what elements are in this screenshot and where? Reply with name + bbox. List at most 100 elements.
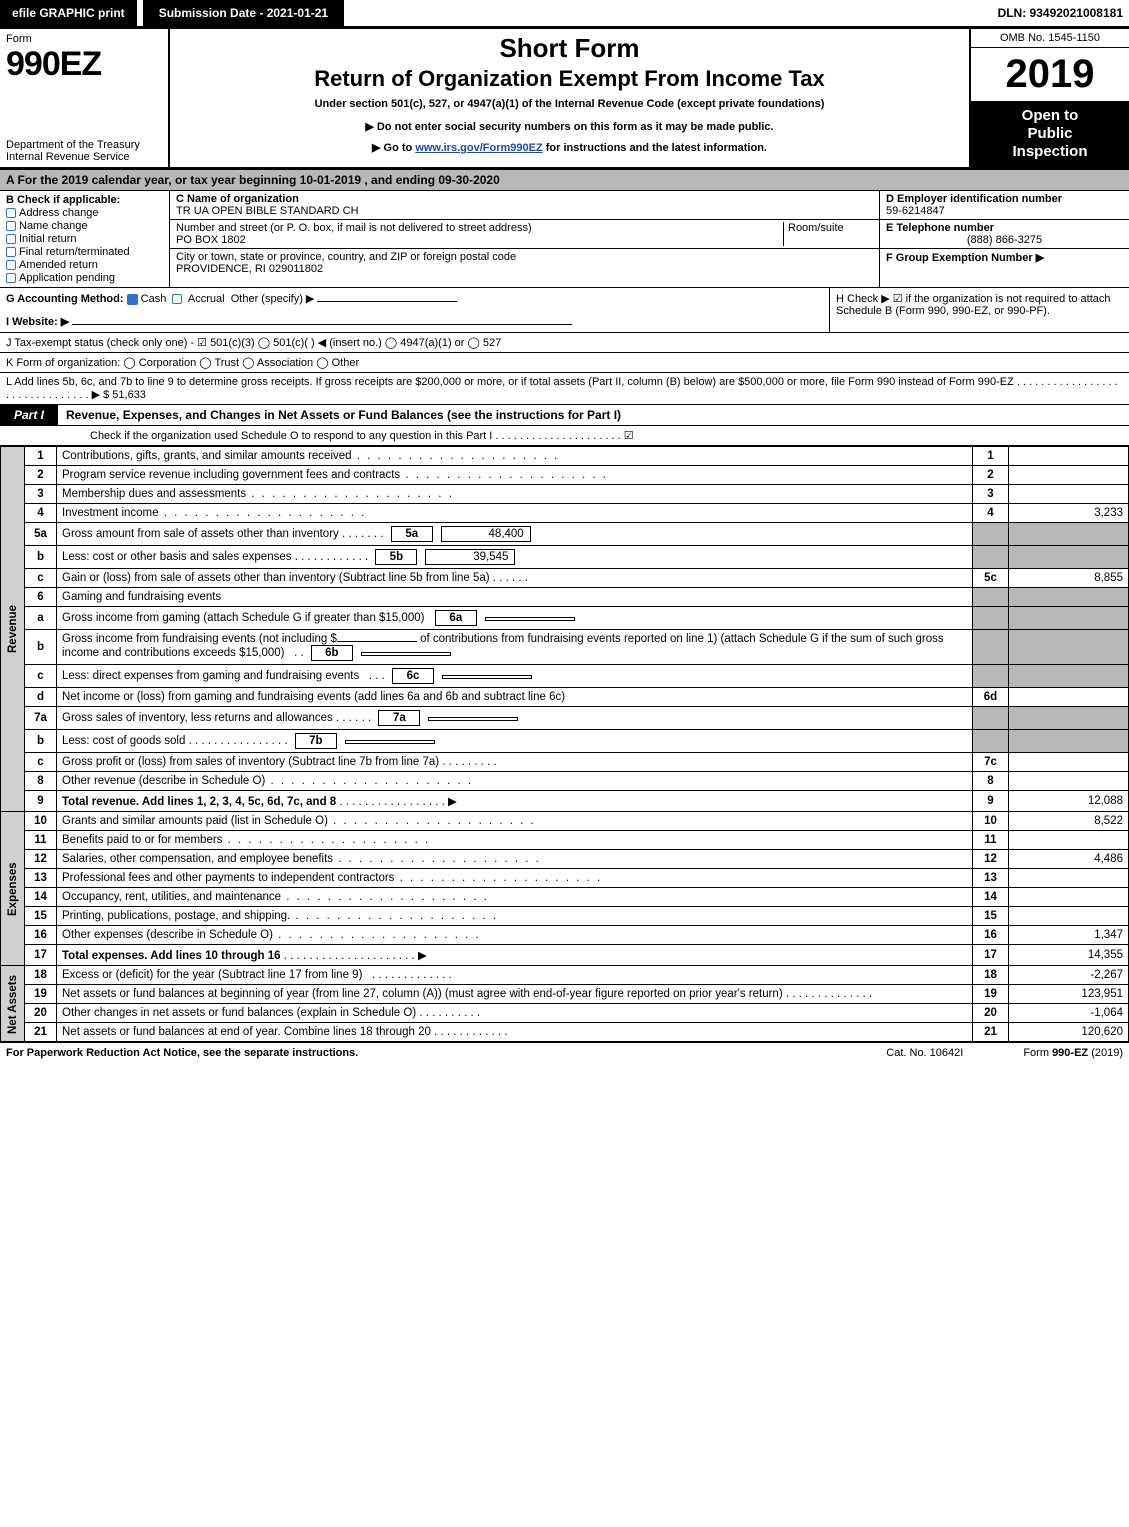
line-ref: 3 <box>973 485 1009 504</box>
g-accrual: Accrual <box>188 293 225 305</box>
line-value: 8,522 <box>1009 812 1129 831</box>
line-text: Professional fees and other payments to … <box>57 869 973 888</box>
grey-cell <box>1009 707 1129 730</box>
line-num: 9 <box>25 791 57 812</box>
tel-label: E Telephone number <box>886 222 1123 234</box>
entity-info-grid: B Check if applicable: Address change Na… <box>0 191 1129 288</box>
line-value: 120,620 <box>1009 1023 1129 1042</box>
line-value: 123,951 <box>1009 985 1129 1004</box>
line-text: Net income or (loss) from gaming and fun… <box>57 688 973 707</box>
b-item-label: Initial return <box>19 233 76 245</box>
ein-label: D Employer identification number <box>886 193 1123 205</box>
line-value: 1,347 <box>1009 926 1129 945</box>
line-value: 12,088 <box>1009 791 1129 812</box>
line-ref: 9 <box>973 791 1009 812</box>
org-address: PO BOX 1802 <box>176 234 246 246</box>
inline-value <box>428 717 518 721</box>
checkbox-checked-icon[interactable] <box>127 294 138 305</box>
line-text: Net assets or fund balances at beginning… <box>57 985 973 1004</box>
f-group-row: F Group Exemption Number ▶ <box>880 249 1129 266</box>
website-input[interactable] <box>72 324 572 325</box>
line-ref: 15 <box>973 907 1009 926</box>
checkbox-icon[interactable] <box>6 208 16 218</box>
room-suite-label: Room/suite <box>783 222 873 246</box>
line-ref: 19 <box>973 985 1009 1004</box>
header-right: OMB No. 1545-1150 2019 Open to Public In… <box>969 29 1129 167</box>
line-text: Occupancy, rent, utilities, and maintena… <box>57 888 973 907</box>
line-num: 16 <box>25 926 57 945</box>
line-value: 14,355 <box>1009 945 1129 966</box>
line-text: Contributions, gifts, grants, and simila… <box>57 447 973 466</box>
line-ref: 16 <box>973 926 1009 945</box>
line-num: d <box>25 688 57 707</box>
grey-cell <box>1009 665 1129 688</box>
line-ref: 11 <box>973 831 1009 850</box>
c-city-row: City or town, state or province, country… <box>170 249 879 277</box>
line-text: Less: cost or other basis and sales expe… <box>57 546 973 569</box>
efile-print-button[interactable]: efile GRAPHIC print <box>0 0 137 26</box>
b-item-label: Amended return <box>19 259 98 271</box>
netassets-side-label: Net Assets <box>1 966 25 1042</box>
part1-title: Revenue, Expenses, and Changes in Net As… <box>58 405 629 425</box>
line-num: 10 <box>25 812 57 831</box>
line-num: c <box>25 569 57 588</box>
d-ein-row: D Employer identification number 59-6214… <box>880 191 1129 220</box>
inline-box-label: 7b <box>295 733 337 749</box>
line-num: 6 <box>25 588 57 607</box>
line-ref: 8 <box>973 772 1009 791</box>
grey-cell <box>1009 730 1129 753</box>
b-initial-return[interactable]: Initial return <box>6 233 163 245</box>
b-name-change[interactable]: Name change <box>6 220 163 232</box>
line-num: b <box>25 546 57 569</box>
line-text: Grants and similar amounts paid (list in… <box>57 812 973 831</box>
line-text: Gross amount from sale of assets other t… <box>57 523 973 546</box>
line-text: Other changes in net assets or fund bala… <box>57 1004 973 1023</box>
line-text: Other revenue (describe in Schedule O) <box>57 772 973 791</box>
line-ref: 4 <box>973 504 1009 523</box>
b-label: B Check if applicable: <box>6 194 163 206</box>
inline-value <box>442 675 532 679</box>
checkbox-icon[interactable] <box>6 221 16 231</box>
checkbox-icon[interactable] <box>6 247 16 257</box>
b-address-change[interactable]: Address change <box>6 207 163 219</box>
tel-value: (888) 866-3275 <box>886 234 1123 246</box>
checkbox-icon[interactable] <box>6 260 16 270</box>
checkbox-icon[interactable] <box>6 273 16 283</box>
b-final-return[interactable]: Final return/terminated <box>6 246 163 258</box>
line-num: 18 <box>25 966 57 985</box>
goto-post: for instructions and the latest informat… <box>546 142 767 154</box>
line-text: Excess or (deficit) for the year (Subtra… <box>57 966 973 985</box>
page-footer: For Paperwork Reduction Act Notice, see … <box>0 1042 1129 1063</box>
line-num: 2 <box>25 466 57 485</box>
line-ref: 14 <box>973 888 1009 907</box>
irs-link[interactable]: www.irs.gov/Form990EZ <box>415 142 542 154</box>
line-value: -1,064 <box>1009 1004 1129 1023</box>
line-ref: 6d <box>973 688 1009 707</box>
section-h: H Check ▶ ☑ if the organization is not r… <box>829 288 1129 332</box>
g-other-input[interactable] <box>317 301 457 302</box>
line-text: Gross income from fundraising events (no… <box>57 630 973 665</box>
form-number: 990EZ <box>6 45 162 84</box>
inline-value: 48,400 <box>441 526 531 542</box>
checkbox-icon[interactable] <box>6 234 16 244</box>
inline-box-label: 6b <box>311 645 353 661</box>
b-application-pending[interactable]: Application pending <box>6 272 163 284</box>
inline-value <box>361 652 451 656</box>
b-amended-return[interactable]: Amended return <box>6 259 163 271</box>
line-value <box>1009 688 1129 707</box>
part1-header: Part I Revenue, Expenses, and Changes in… <box>0 405 1129 426</box>
b-item-label: Application pending <box>19 272 115 284</box>
dln: DLN: 93492021008181 <box>992 2 1129 24</box>
blank-input[interactable] <box>337 641 417 642</box>
line-num: b <box>25 630 57 665</box>
line-text: Net assets or fund balances at end of ye… <box>57 1023 973 1042</box>
line-value: 3,233 <box>1009 504 1129 523</box>
subtitle: Under section 501(c), 527, or 4947(a)(1)… <box>180 98 959 110</box>
checkbox-icon[interactable] <box>172 294 182 304</box>
l-amount: $ 51,633 <box>103 389 146 401</box>
c-addr-label: Number and street (or P. O. box, if mail… <box>176 222 532 234</box>
grey-cell <box>973 630 1009 665</box>
dept-line2: Internal Revenue Service <box>6 151 162 163</box>
grey-cell <box>973 588 1009 607</box>
header-mid: Short Form Return of Organization Exempt… <box>170 29 969 167</box>
